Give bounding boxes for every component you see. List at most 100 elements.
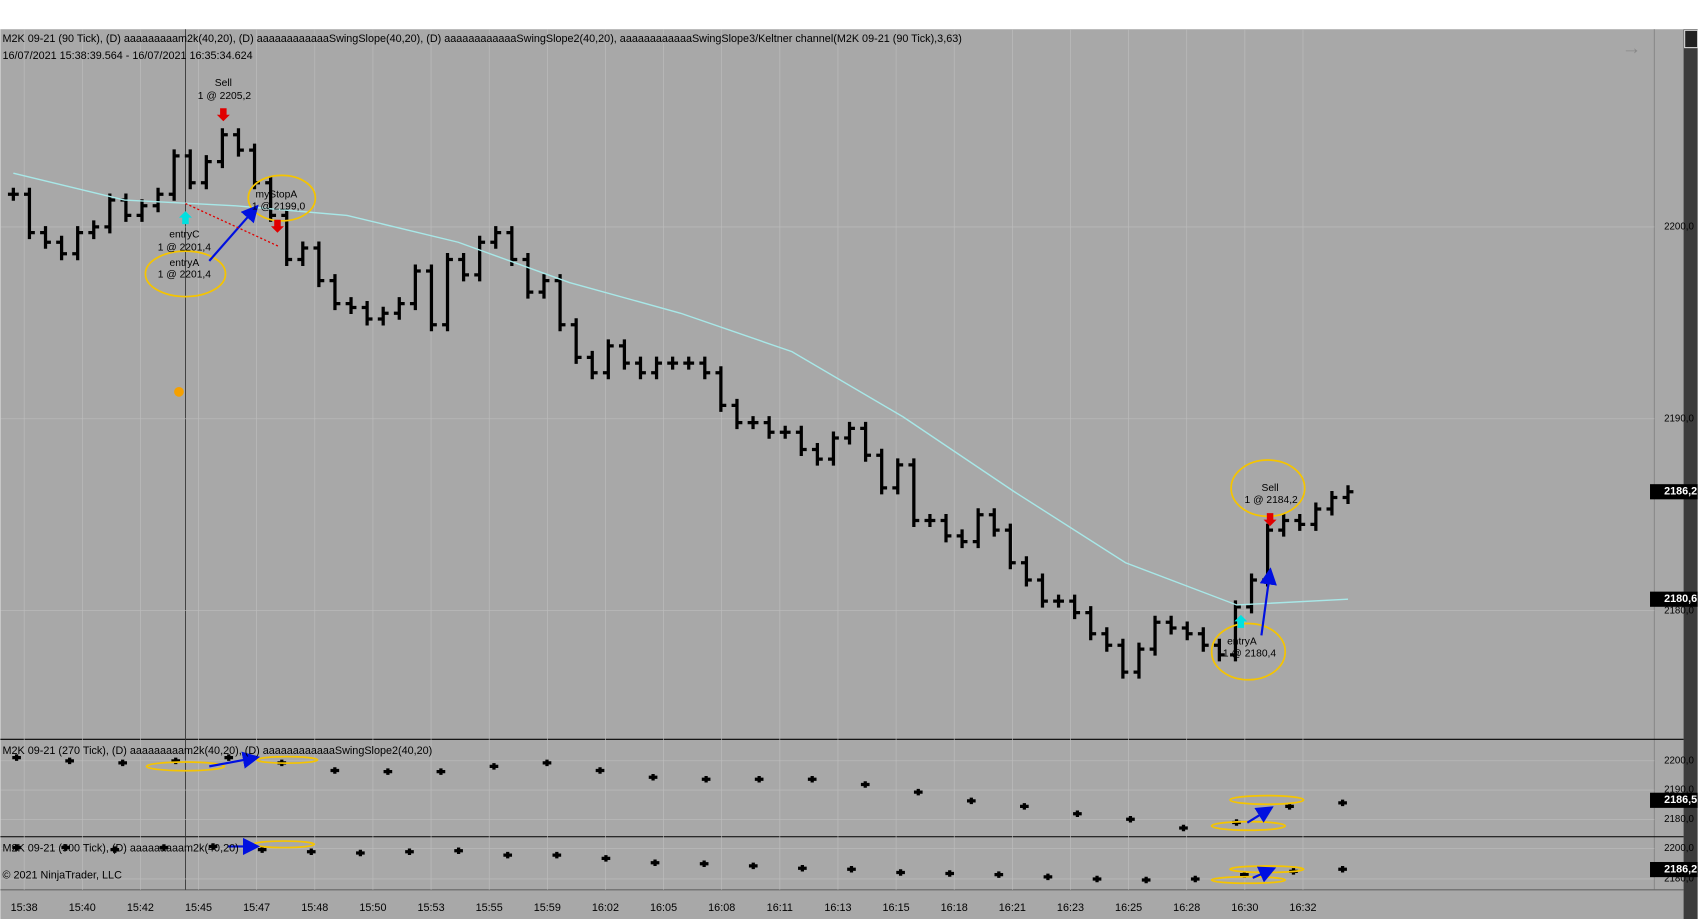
price-dot bbox=[595, 767, 605, 774]
y-tick-label: 2200,0 bbox=[1664, 755, 1694, 766]
price-bar bbox=[570, 318, 582, 364]
price-bar bbox=[88, 220, 100, 240]
y-tick-label: 2180,0 bbox=[1664, 874, 1694, 885]
price-dot bbox=[1285, 803, 1294, 810]
price-bar bbox=[747, 416, 759, 430]
price-bar bbox=[635, 356, 646, 380]
price-bar bbox=[779, 425, 791, 439]
price-dot bbox=[61, 844, 71, 851]
price-dot bbox=[1338, 799, 1347, 807]
trade-annotation: 1 @ 2199,0 bbox=[252, 201, 306, 212]
price-bar bbox=[876, 448, 888, 495]
price-bar bbox=[104, 193, 116, 234]
price-dot bbox=[159, 844, 169, 851]
dot-marker bbox=[174, 386, 184, 397]
price-bar bbox=[1085, 606, 1097, 641]
trade-annotation: myStopA bbox=[256, 190, 298, 201]
chart-background bbox=[0, 29, 1684, 919]
price-dot bbox=[913, 788, 923, 796]
price-dot bbox=[1092, 875, 1102, 883]
price-dot bbox=[12, 844, 21, 851]
annotation-ellipses bbox=[144, 174, 1306, 885]
price-bar bbox=[281, 208, 293, 267]
sell-arrow bbox=[270, 219, 284, 233]
price-marker-label: 2186,2 bbox=[1664, 863, 1697, 875]
price-dot bbox=[118, 759, 128, 767]
price-bar bbox=[1101, 627, 1113, 652]
price-bar bbox=[1133, 642, 1145, 679]
price-dot bbox=[436, 768, 446, 775]
price-bar bbox=[554, 274, 566, 332]
price-bar bbox=[409, 264, 421, 311]
x-tick-label: 15:48 bbox=[301, 902, 328, 914]
x-tick-label: 15:45 bbox=[185, 902, 212, 914]
price-bar bbox=[1213, 638, 1225, 662]
price-bar bbox=[1020, 556, 1032, 587]
price-dot bbox=[754, 776, 764, 783]
y-tick-label: 2180,0 bbox=[1664, 814, 1694, 825]
ellipse bbox=[1210, 622, 1287, 681]
x-tick-label: 16:28 bbox=[1173, 902, 1200, 914]
price-bar bbox=[474, 235, 486, 282]
price-dot bbox=[650, 859, 660, 866]
scroll-arrow[interactable]: → bbox=[1622, 37, 1641, 59]
price-bar bbox=[731, 398, 743, 430]
x-tick-label: 16:23 bbox=[1057, 902, 1084, 914]
price-bar bbox=[860, 421, 872, 462]
x-tick-label: 16:21 bbox=[999, 902, 1026, 914]
price-dot bbox=[966, 797, 976, 805]
price-bar bbox=[1310, 502, 1322, 531]
price-bar bbox=[1246, 573, 1257, 614]
price-bar bbox=[1278, 514, 1290, 537]
x-tick-label: 16:13 bbox=[824, 902, 851, 914]
x-tick-label: 15:53 bbox=[418, 902, 445, 914]
ellipse bbox=[1210, 875, 1287, 885]
price-dot bbox=[807, 776, 817, 783]
price-bar bbox=[667, 356, 679, 370]
price-marker bbox=[1650, 484, 1698, 500]
ellipse bbox=[247, 174, 317, 222]
price-dot bbox=[224, 754, 234, 761]
price-dot bbox=[489, 763, 499, 770]
price-bar bbox=[506, 226, 518, 267]
price-marker-label: 2186,2 bbox=[1664, 486, 1697, 498]
x-tick-label: 15:55 bbox=[476, 902, 503, 914]
price-dot bbox=[330, 767, 340, 774]
marks bbox=[7, 128, 1354, 884]
y-tick-label: 2200,0 bbox=[1664, 221, 1694, 232]
chart-header-title: M2K 09-21 (90 Tick), (D) aaaaaaaaam2k(40… bbox=[3, 33, 962, 45]
price-bar bbox=[265, 176, 277, 222]
price-bar bbox=[940, 514, 952, 543]
price-dot bbox=[798, 864, 807, 872]
price-bar bbox=[1197, 627, 1209, 652]
price-bar bbox=[1230, 600, 1241, 662]
panel-title: M2K 09-21 (270 Tick), (D) aaaaaaaaam2k(4… bbox=[3, 745, 433, 757]
price-bar bbox=[699, 356, 711, 380]
trade-arrows bbox=[208, 204, 1277, 883]
price-bar bbox=[313, 241, 325, 288]
price-bar bbox=[956, 529, 968, 549]
x-tick-label: 15:47 bbox=[243, 902, 270, 914]
x-tick-label: 16:15 bbox=[883, 902, 910, 914]
price-bar bbox=[1069, 594, 1081, 620]
price-dot bbox=[454, 847, 463, 854]
price-bar bbox=[458, 253, 470, 282]
side-button[interactable] bbox=[1684, 29, 1698, 49]
price-bar bbox=[393, 297, 405, 320]
side-strip bbox=[1683, 29, 1698, 919]
price-bar bbox=[24, 187, 35, 240]
price-dot bbox=[1141, 876, 1151, 884]
ellipse bbox=[1229, 794, 1305, 806]
price-bar bbox=[924, 514, 936, 528]
price-bar bbox=[844, 421, 855, 445]
price-bar bbox=[233, 128, 244, 157]
price-dot bbox=[383, 768, 393, 775]
price-dot bbox=[405, 848, 414, 856]
y-tick-label: 2200,0 bbox=[1664, 843, 1694, 854]
x-tick-label: 16:18 bbox=[941, 902, 968, 914]
price-bar bbox=[345, 297, 357, 314]
price-dot bbox=[110, 846, 120, 853]
x-tick-label: 15:59 bbox=[534, 902, 561, 914]
trade-annotation: 1 @ 2201,4 bbox=[158, 270, 212, 281]
price-bar bbox=[442, 253, 453, 332]
